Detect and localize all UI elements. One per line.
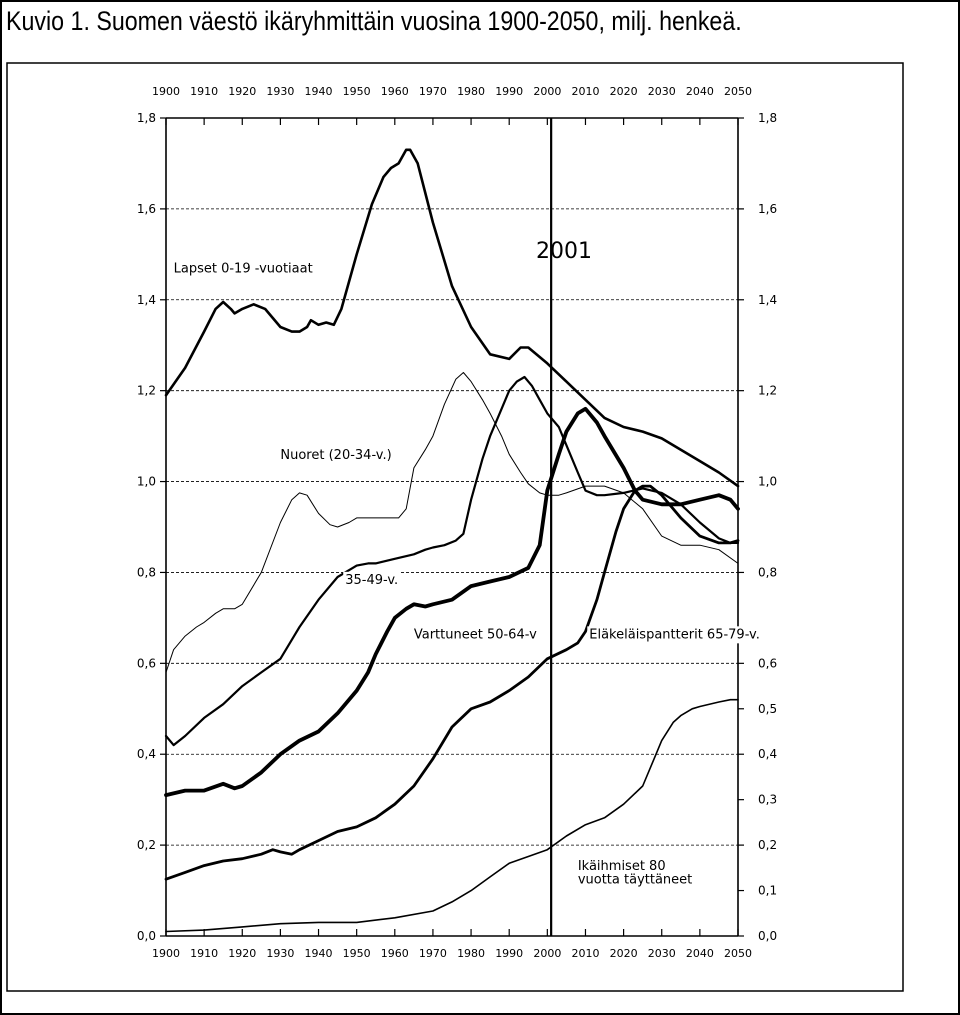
x-tick-label: 2000	[533, 947, 561, 960]
x-tick-label: 1980	[457, 947, 485, 960]
x-tick-label: 1990	[495, 947, 523, 960]
y-tick-label-right: 0,2	[758, 838, 777, 852]
x-tick-label: 2050	[724, 947, 752, 960]
y-tick-label-right: 0,5	[758, 702, 777, 716]
x-tick-label: 1940	[305, 947, 333, 960]
x-tick-label-top: 2040	[686, 85, 714, 98]
series-label: Varttuneet 50-64-v	[414, 627, 537, 642]
x-tick-label: 2040	[686, 947, 714, 960]
y-tick-label-right: 0,6	[758, 656, 777, 670]
x-tick-label: 1960	[381, 947, 409, 960]
x-tick-label-top: 1990	[495, 85, 523, 98]
series-label-bg	[278, 446, 394, 464]
x-tick-label-top: 2020	[610, 85, 638, 98]
series-label-bg	[343, 571, 401, 589]
series-line	[164, 406, 740, 797]
series-label-bg	[171, 260, 315, 278]
year-marker: 2001	[536, 118, 592, 936]
y-tick-label-right: 0,4	[758, 747, 777, 761]
chart-border	[6, 62, 904, 992]
x-tick-label: 1950	[343, 947, 371, 960]
x-tick-label-top: 1910	[190, 85, 218, 98]
series-label: Nuoret (20-34-v.)	[280, 448, 391, 463]
x-tick-label-top: 1960	[381, 85, 409, 98]
y-tick-label: 1,0	[137, 475, 156, 489]
y-tick-label-right: 0,1	[758, 884, 777, 898]
series-line	[165, 372, 739, 673]
x-tick-label-top: 2050	[724, 85, 752, 98]
x-tick-label: 1920	[228, 947, 256, 960]
y-tick-label-right: 1,0	[758, 475, 777, 489]
y-tick-label: 1,4	[137, 293, 156, 307]
series-label: vuotta täyttäneet	[578, 873, 692, 888]
y-tick-label: 1,2	[137, 384, 156, 398]
x-tick-label-top: 1900	[152, 85, 180, 98]
series-line	[164, 484, 740, 881]
grid-lines	[166, 208, 738, 846]
x-tick-label: 1900	[152, 947, 180, 960]
x-tick-label: 1930	[266, 947, 294, 960]
x-tick-label-top: 1930	[266, 85, 294, 98]
series-labels: Lapset 0-19 -vuotiaat Nuoret (20-34-v.) 35…	[171, 260, 762, 888]
y-tick-label: 1,8	[137, 111, 156, 125]
series-label: Ikäihmiset 80	[578, 859, 666, 874]
x-tick-label: 2020	[610, 947, 638, 960]
series-label-bg	[587, 626, 762, 644]
series-label-bg	[411, 626, 540, 644]
y-tick-label-right: 1,4	[758, 293, 777, 307]
y-tick-label: 0,4	[137, 747, 156, 761]
x-tick-label-top: 1950	[343, 85, 371, 98]
x-tick-label-top: 1980	[457, 85, 485, 98]
y-tick-label-right: 0,0	[758, 929, 777, 943]
series-line	[164, 375, 740, 747]
x-tick-label-top: 2030	[648, 85, 676, 98]
x-tick-label-top: 1920	[228, 85, 256, 98]
x-tick-label: 1970	[419, 947, 447, 960]
marker-label: 2001	[536, 239, 592, 264]
y-tick-label: 1,6	[137, 202, 156, 216]
y-tick-label-right: 1,2	[758, 384, 777, 398]
x-tick-label: 2030	[648, 947, 676, 960]
page-title: Kuvio 1. Suomen väestö ikäryhmittäin vuo…	[6, 6, 742, 36]
y-tick-label: 0,2	[137, 838, 156, 852]
x-tick-label: 2010	[571, 947, 599, 960]
x-tick-label: 1910	[190, 947, 218, 960]
x-tick-label-top: 1940	[305, 85, 333, 98]
series-line	[164, 148, 740, 488]
series-lines	[164, 148, 740, 933]
axes: 1900 1900 1910 1910 1920 1920 1930 1930 1940 1940…	[137, 85, 777, 960]
y-tick-label-right: 1,6	[758, 202, 777, 216]
y-tick-label-right: 0,3	[758, 793, 777, 807]
series-label: Eläkeläispantterit 65-79-v.	[589, 627, 760, 642]
y-tick-label: 0,6	[137, 656, 156, 670]
series-label: 35-49-v.	[345, 573, 398, 588]
series-line	[165, 698, 739, 933]
y-tick-label: 0,8	[137, 565, 156, 579]
y-tick-label: 0,0	[137, 929, 156, 943]
y-tick-label-right: 0,8	[758, 565, 777, 579]
series-label: Lapset 0-19 -vuotiaat	[174, 262, 313, 277]
x-tick-label-top: 2000	[533, 85, 561, 98]
x-tick-label-top: 1970	[419, 85, 447, 98]
y-tick-label-right: 1,8	[758, 111, 777, 125]
x-tick-label-top: 2010	[571, 85, 599, 98]
